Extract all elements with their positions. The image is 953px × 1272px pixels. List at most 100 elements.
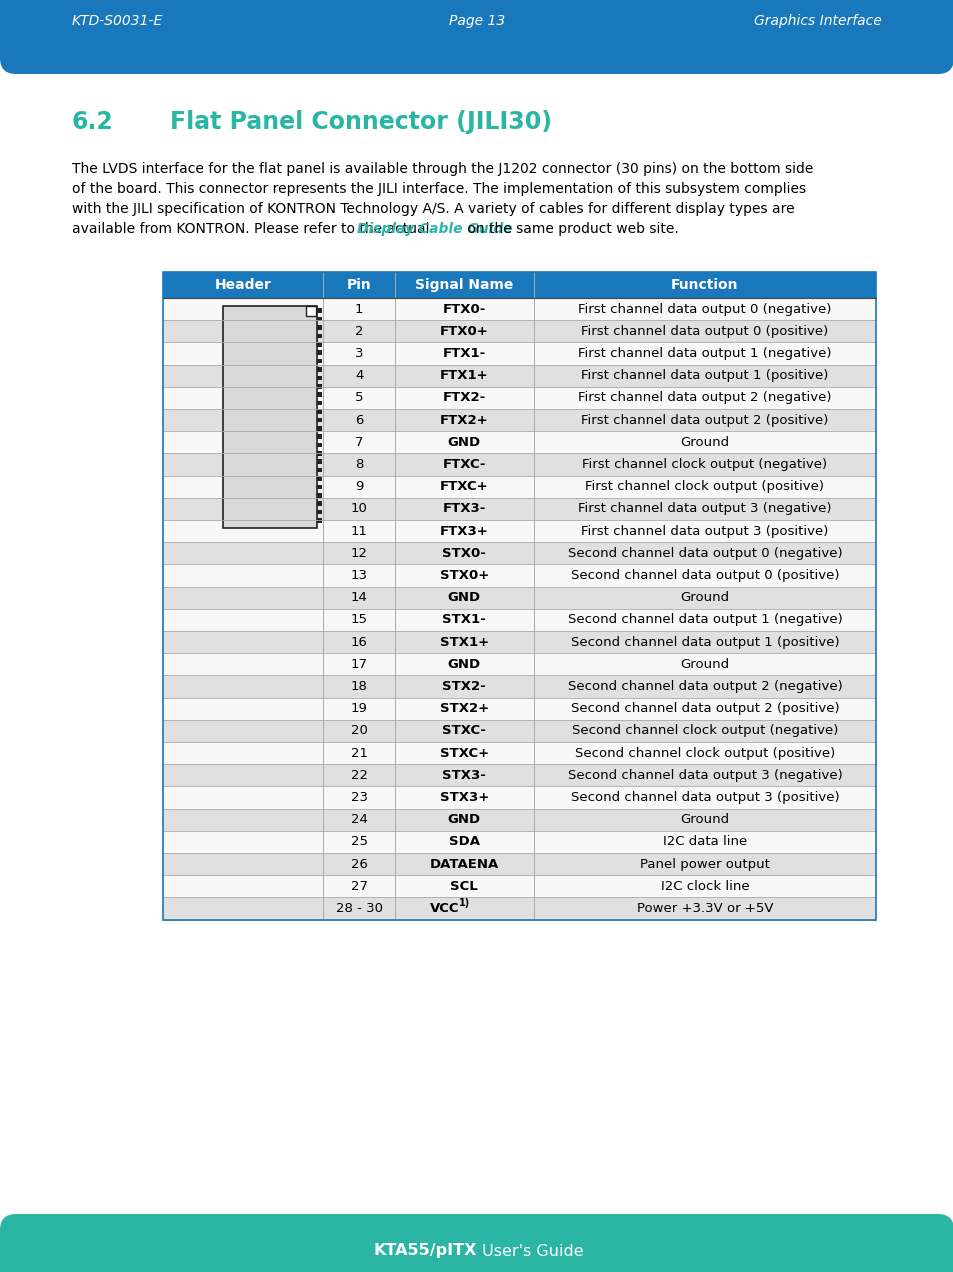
Bar <box>317 468 322 472</box>
Text: FTXC+: FTXC+ <box>439 481 488 494</box>
Text: First channel data output 3 (positive): First channel data output 3 (positive) <box>580 524 828 538</box>
Text: STXC+: STXC+ <box>439 747 488 759</box>
Text: available from KONTRON. Please refer to the actual: available from KONTRON. Please refer to … <box>71 223 434 237</box>
Text: First channel data output 1 (positive): First channel data output 1 (positive) <box>580 369 828 382</box>
Text: 20: 20 <box>351 724 367 738</box>
Text: 1: 1 <box>355 303 363 315</box>
Bar <box>163 410 875 431</box>
Bar <box>317 476 322 481</box>
Text: 27: 27 <box>350 880 367 893</box>
Bar <box>163 720 875 742</box>
Text: 13: 13 <box>350 569 367 583</box>
Text: 16: 16 <box>351 636 367 649</box>
Text: 11: 11 <box>350 524 367 538</box>
Text: 3: 3 <box>355 347 363 360</box>
Text: Ground: Ground <box>679 813 729 827</box>
Text: The LVDS interface for the flat panel is available through the J1202 connector (: The LVDS interface for the flat panel is… <box>71 162 813 176</box>
Text: 24: 24 <box>351 813 367 827</box>
Text: Power +3.3V or +5V: Power +3.3V or +5V <box>636 902 772 915</box>
Bar <box>163 272 875 920</box>
Bar <box>317 452 322 455</box>
Text: 18: 18 <box>351 681 367 693</box>
Bar <box>317 426 322 430</box>
Text: FTX3+: FTX3+ <box>439 524 488 538</box>
Bar <box>0 0 953 42</box>
Text: FTX0+: FTX0+ <box>439 324 488 338</box>
Bar <box>317 510 322 514</box>
Text: Flat Panel Connector (JILI30): Flat Panel Connector (JILI30) <box>170 109 552 134</box>
Text: GND: GND <box>447 813 480 827</box>
Bar <box>317 384 322 388</box>
Bar <box>317 518 322 523</box>
Text: DATAENA: DATAENA <box>429 857 498 870</box>
Bar <box>163 453 875 476</box>
Text: FTXC-: FTXC- <box>442 458 485 471</box>
Bar <box>163 520 875 542</box>
Text: 15: 15 <box>350 613 367 626</box>
Text: Second channel data output 2 (positive): Second channel data output 2 (positive) <box>570 702 839 715</box>
Bar <box>163 697 875 720</box>
Text: of the board. This connector represents the JILI interface. The implementation o: of the board. This connector represents … <box>71 182 805 196</box>
Text: First channel data output 2 (positive): First channel data output 2 (positive) <box>580 413 828 426</box>
Bar <box>163 875 875 898</box>
Text: Ground: Ground <box>679 658 729 670</box>
Bar <box>317 401 322 406</box>
Text: FTX2+: FTX2+ <box>439 413 488 426</box>
Text: 21: 21 <box>350 747 367 759</box>
Text: KTD-S0031-E: KTD-S0031-E <box>71 14 163 28</box>
Text: I2C clock line: I2C clock line <box>659 880 748 893</box>
Bar <box>317 350 322 355</box>
Bar <box>163 542 875 565</box>
Bar <box>317 333 322 338</box>
Text: 12: 12 <box>350 547 367 560</box>
Text: 22: 22 <box>350 768 367 782</box>
FancyBboxPatch shape <box>0 0 953 74</box>
Bar <box>317 368 322 371</box>
Text: STXC-: STXC- <box>442 724 486 738</box>
Bar <box>223 307 317 528</box>
Bar <box>317 375 322 380</box>
Text: STX1-: STX1- <box>442 613 486 626</box>
Text: First channel data output 0 (positive): First channel data output 0 (positive) <box>580 324 827 338</box>
Text: Second channel data output 3 (negative): Second channel data output 3 (negative) <box>567 768 841 782</box>
Text: GND: GND <box>447 591 480 604</box>
Text: Second channel clock output (positive): Second channel clock output (positive) <box>574 747 834 759</box>
Bar <box>163 342 875 365</box>
Text: SCL: SCL <box>450 880 477 893</box>
FancyBboxPatch shape <box>0 1213 953 1272</box>
Text: FTX0-: FTX0- <box>442 303 485 315</box>
Bar <box>163 654 875 675</box>
Text: First channel clock output (negative): First channel clock output (negative) <box>581 458 826 471</box>
Text: 6: 6 <box>355 413 363 426</box>
Text: 19: 19 <box>351 702 367 715</box>
Bar <box>163 497 875 520</box>
Bar <box>163 431 875 453</box>
Text: 23: 23 <box>350 791 367 804</box>
Text: FTX1+: FTX1+ <box>439 369 488 382</box>
Text: Ground: Ground <box>679 436 729 449</box>
Text: Second channel data output 0 (positive): Second channel data output 0 (positive) <box>570 569 839 583</box>
Text: First channel clock output (positive): First channel clock output (positive) <box>585 481 823 494</box>
Text: 28 - 30: 28 - 30 <box>335 902 382 915</box>
Bar <box>163 898 875 920</box>
Bar <box>317 485 322 490</box>
Bar <box>317 392 322 397</box>
Text: STX0+: STX0+ <box>439 569 488 583</box>
Bar <box>317 326 322 329</box>
Text: KTA55/pITX: KTA55/pITX <box>374 1244 476 1258</box>
Text: 26: 26 <box>351 857 367 870</box>
Bar <box>163 321 875 342</box>
Bar <box>317 459 322 464</box>
Text: 25: 25 <box>350 836 367 848</box>
Text: SDA: SDA <box>448 836 479 848</box>
Text: 17: 17 <box>350 658 367 670</box>
Text: STX3+: STX3+ <box>439 791 488 804</box>
Bar <box>163 786 875 809</box>
Bar <box>0 1230 953 1272</box>
Bar <box>317 359 322 364</box>
Text: STX2+: STX2+ <box>439 702 488 715</box>
Text: STX3-: STX3- <box>442 768 486 782</box>
Bar <box>163 586 875 609</box>
Text: 14: 14 <box>351 591 367 604</box>
Bar <box>163 631 875 654</box>
